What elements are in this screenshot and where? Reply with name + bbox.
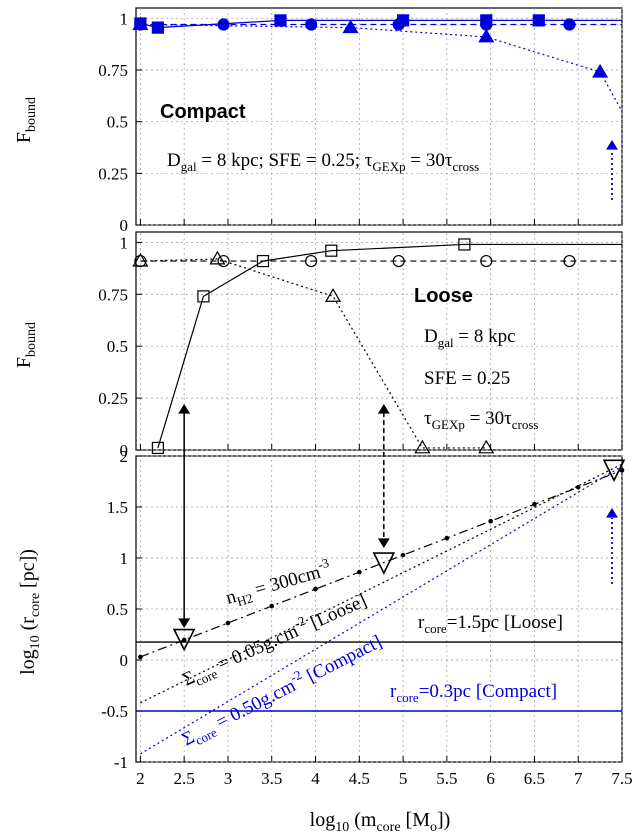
label-rcore-compact: rcore=0.3pc [Compact] (390, 681, 557, 705)
xtick-label: 4.5 (349, 769, 370, 788)
marker-top-filled-triangle (478, 28, 495, 43)
marker-top-filled-circle (392, 18, 405, 31)
xtick-label: 7.5 (611, 769, 632, 788)
nh2-point (181, 637, 187, 643)
marker-middle-open-square (256, 254, 270, 268)
ytick-label: 1.5 (107, 498, 128, 517)
ytick-label: 0.75 (98, 61, 128, 80)
loose-annotation-sfe: SFE = 0.25 (424, 368, 510, 389)
marker-rcore (172, 628, 196, 652)
ytick-label: 1 (120, 233, 129, 252)
arrow-head (606, 508, 618, 518)
label-sigma-loose: Σcore = 0.05g.cm-2 [Loose] (178, 587, 371, 694)
ytick-label: 0 (120, 216, 129, 235)
marker-top-filled-triangle (342, 19, 359, 34)
line-sigma_compact (140, 465, 623, 755)
label-nh2: nH2 = 300cm-3 (222, 555, 334, 612)
marker-middle-open-circle (563, 254, 576, 268)
ytick-label: 0 (120, 441, 129, 460)
marker-rcore (372, 552, 396, 575)
xtick-label: 5.5 (436, 769, 457, 788)
marker-middle-open-triangle (324, 288, 342, 302)
ytick-label: -0.5 (101, 702, 128, 721)
compact-annotation: Dgal = 8 kpc; SFE = 0.25; τGEXp = 30τcro… (167, 150, 479, 174)
arrow-head (377, 538, 390, 548)
xtick-label: 5 (399, 769, 408, 788)
ytick-label: 1 (120, 9, 129, 28)
marker-top-filled-square (532, 14, 545, 27)
marker-top-filled-square (151, 21, 164, 34)
marker-top-filled-square (274, 14, 287, 27)
marker-middle-open-triangle (209, 250, 226, 265)
xtick-label: 6 (486, 769, 495, 788)
xtick-label: 7 (574, 769, 583, 788)
marker-middle-open-square (325, 244, 338, 257)
panel-top-frame (135, 7, 623, 226)
nh2-point (619, 467, 625, 473)
nh2-point (269, 603, 275, 609)
nh2-point (225, 620, 231, 626)
loose-annotation-tau: τGEXp = 30τcross (424, 408, 538, 432)
series-middle-0 (157, 243, 622, 449)
ytick-label: 0.25 (98, 389, 128, 408)
nh2-point (356, 569, 362, 575)
marker-middle-open-circle (305, 254, 318, 268)
marker-middle-open-square (151, 441, 164, 455)
ytick-label: 0.5 (107, 600, 128, 619)
nh2-point (488, 518, 493, 524)
arrow-head (377, 404, 390, 414)
xtick-label: 6.5 (524, 769, 545, 788)
arrow-head (178, 404, 191, 414)
marker-rcore (602, 459, 626, 483)
xtick-label: 2 (136, 769, 145, 788)
marker-top-filled-circle (480, 18, 493, 31)
marker-middle-open-triangle (414, 439, 431, 454)
marker-top-filled-triangle (132, 16, 149, 31)
marker-middle-open-triangle (132, 252, 149, 267)
ylabel-bottom: log10 (rcore [pc]) (17, 549, 43, 675)
series-middle-2 (140, 258, 487, 449)
loose-label: Loose (414, 285, 473, 307)
ylabel-middle: Fbound (13, 322, 39, 368)
arrow-head (178, 618, 191, 628)
ytick-label: 0.25 (98, 164, 128, 183)
marker-middle-open-circle (217, 254, 230, 268)
xlabel: log10 (mcore [Mo]) (310, 809, 451, 835)
nh2-point (532, 501, 537, 507)
ytick-label: 0.5 (107, 337, 128, 356)
marker-top-filled-circle (217, 18, 230, 31)
ytick-label: 2 (120, 447, 129, 466)
ylabel-top: Fbound (13, 97, 39, 143)
ytick-label: 1 (120, 549, 129, 568)
ytick-label: 0.75 (98, 285, 128, 304)
marker-middle-open-circle (392, 254, 405, 268)
ytick-label: 0.5 (107, 113, 128, 132)
nh2-point (444, 535, 450, 541)
marker-middle-open-square (458, 238, 471, 251)
compact-label: Compact (160, 101, 246, 123)
xtick-label: 2.5 (174, 769, 195, 788)
nh2-point (313, 586, 318, 592)
series-top-2 (140, 23, 623, 112)
ytick-label: 0 (120, 651, 129, 670)
label-rcore-loose: rcore=1.5pc [Loose] (418, 612, 563, 636)
nh2-point (575, 484, 581, 490)
marker-middle-open-square (197, 290, 210, 303)
nh2-point (138, 654, 143, 660)
arrows (178, 140, 618, 628)
panel-middle-frame (135, 231, 623, 451)
marker-top-filled-circle (563, 18, 576, 31)
ytick-label: -1 (114, 753, 128, 772)
arrow-head (606, 140, 618, 150)
nh2-point (400, 552, 406, 558)
xtick-label: 3 (224, 769, 233, 788)
xtick-label: 4 (311, 769, 320, 788)
marker-top-filled-circle (305, 18, 318, 31)
xtick-label: 3.5 (261, 769, 282, 788)
loose-annotation-dgal: Dgal = 8 kpc (424, 326, 516, 350)
marker-middle-open-circle (480, 254, 493, 268)
marker-middle-open-triangle (478, 439, 495, 454)
marker-top-filled-triangle (592, 63, 609, 78)
